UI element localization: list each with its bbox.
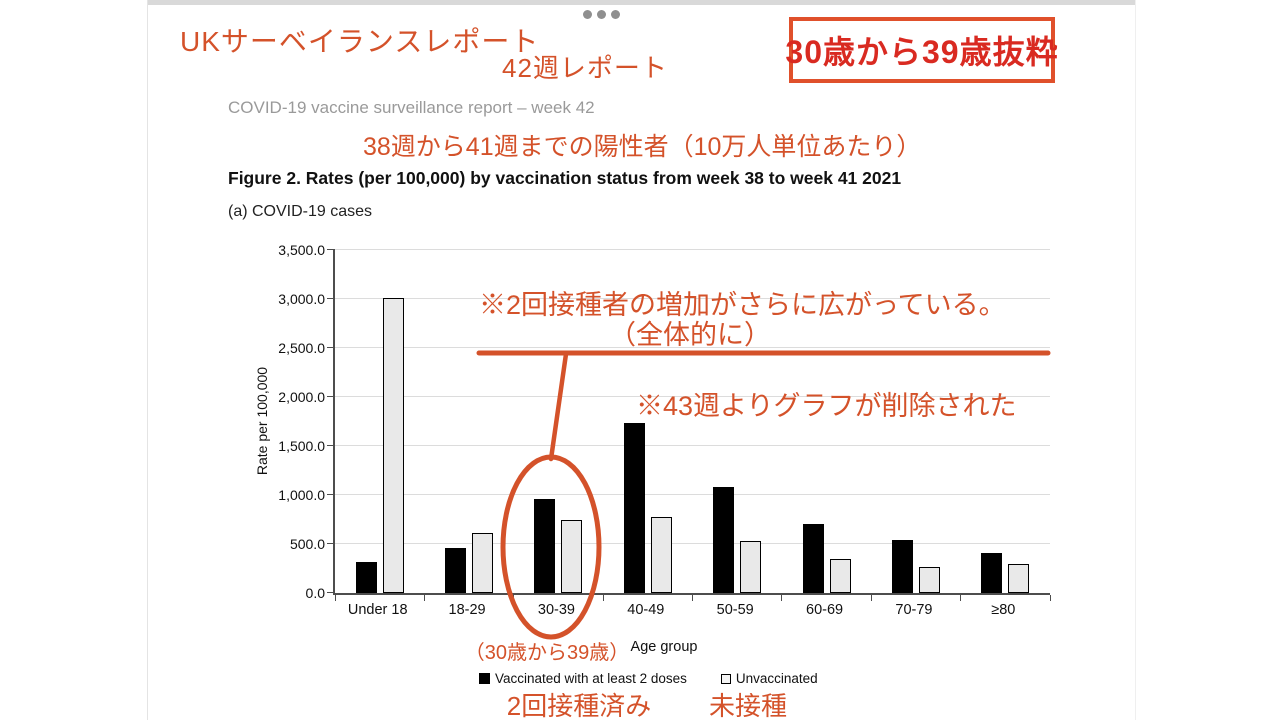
bar-40-49-unvaccinated (650, 517, 672, 593)
x-tick-label: 40-49 (627, 602, 665, 618)
oval-annotation-label: （30歳から39歳） (464, 642, 630, 664)
ellipsis-menu-icon[interactable] (583, 10, 620, 19)
y-tick-label: 0.0 (305, 585, 325, 601)
x-tick (602, 595, 604, 601)
x-tick-labels: Under 18 18-29 30-39 40-49 50-59 60-69 70-79 ≥8… (333, 602, 1048, 622)
y-tick (327, 592, 335, 593)
x-tick (692, 595, 693, 601)
age-range-highlight-text: 30歳から39歳抜粋 (785, 34, 1059, 70)
bar-70-79-vaccinated (891, 540, 913, 593)
gridline (335, 494, 1050, 495)
x-tick-label: ≥80 (991, 602, 1016, 618)
x-tick-label: 70-79 (895, 602, 933, 618)
annotation-note2: ※43週よりグラフが削除された (636, 391, 1017, 421)
dot-icon (611, 10, 620, 19)
bar-60-69-unvaccinated (829, 558, 851, 593)
slide-left-border (147, 0, 148, 720)
y-tick (327, 298, 335, 299)
page-title: UKサーベイランスレポート (180, 26, 540, 57)
y-tick (327, 249, 335, 250)
y-tick (327, 396, 335, 397)
figure-title: Figure 2. Rates (per 100,000) by vaccina… (228, 168, 902, 188)
gridline (335, 298, 1050, 299)
y-tick-label: 1,500.0 (278, 438, 325, 454)
legend-label-vaccinated: Vaccinated with at least 2 doses (495, 671, 687, 686)
y-tick (327, 543, 335, 544)
bar-30-39-unvaccinated (561, 519, 583, 593)
y-tick-label: 500.0 (289, 536, 325, 552)
panel-label: (a) COVID-19 cases (228, 203, 373, 220)
legend-item-unvaccinated: Unvaccinated (720, 671, 818, 686)
dot-icon (597, 10, 606, 19)
x-tick (781, 595, 783, 601)
y-tick-label: 3,500.0 (278, 242, 325, 258)
gridline (335, 396, 1050, 397)
bar-18-29-vaccinated (445, 548, 467, 593)
x-tick (1049, 595, 1051, 601)
gridline (335, 543, 1050, 544)
bar-18-29-unvaccinated (472, 532, 494, 593)
gridline (335, 445, 1050, 446)
slide-right-border (1135, 0, 1136, 720)
y-tick-label: 1,000.0 (278, 487, 325, 503)
report-subtitle: COVID-19 vaccine surveillance report – w… (228, 98, 595, 117)
y-tick-label: 2,000.0 (278, 389, 325, 405)
y-tick-label: 2,500.0 (278, 340, 325, 356)
bar-50-59-unvaccinated (740, 541, 762, 593)
bar-50-59-vaccinated (713, 487, 735, 593)
bar-30-39-vaccinated (534, 499, 556, 593)
annotation-note1-line1: ※2回接種者の増加がさらに広がっている。 (479, 290, 1006, 320)
dot-icon (583, 10, 592, 19)
x-tick (334, 595, 336, 601)
x-tick-label: 18-29 (448, 602, 486, 618)
x-tick-label: Under 18 (347, 602, 408, 618)
week-report-label: 42週レポート (502, 53, 668, 83)
legend-item-vaccinated: Vaccinated with at least 2 doses (479, 671, 687, 686)
chart-legend: Vaccinated with at least 2 doses Unvacci… (479, 671, 818, 686)
bar-70-79-unvaccinated (918, 566, 940, 593)
white-square-icon (720, 673, 731, 684)
bar-≥80-vaccinated (981, 552, 1003, 593)
age-range-highlight-box: 30歳から39歳抜粋 (785, 17, 1058, 83)
slide-top-border (147, 0, 1135, 5)
gridline (335, 347, 1050, 348)
bar-60-69-vaccinated (802, 524, 824, 593)
legend-jp-vaccinated: 2回接種済み (506, 691, 652, 720)
bar-≥80-unvaccinated (1008, 563, 1030, 593)
x-axis-label: Age group (630, 639, 698, 655)
legend-jp-unvaccinated: 未接種 (708, 691, 788, 720)
y-tick (327, 494, 335, 495)
y-tick (327, 445, 335, 446)
x-tick-label: 50-59 (716, 602, 754, 618)
black-square-icon (479, 673, 490, 684)
bar-Under 18-vaccinated (355, 561, 377, 593)
x-tick (513, 595, 515, 601)
bar-Under 18-unvaccinated (382, 298, 404, 593)
x-tick (423, 595, 425, 601)
x-tick (870, 595, 872, 601)
y-tick-label: 3,000.0 (278, 291, 325, 307)
x-tick (960, 595, 962, 601)
heading-jp: 38週から41週までの陽性者（10万人単位あたり） (363, 133, 922, 161)
legend-label-unvaccinated: Unvaccinated (735, 671, 818, 686)
y-tick-labels: 0.0 500.0 1,000.0 1,500.0 2,000.0 2,500.0 3,00… (245, 242, 325, 601)
x-tick-label: 30-39 (537, 602, 575, 618)
x-tick-label: 60-69 (806, 602, 844, 618)
y-tick (327, 347, 335, 348)
gridline (335, 249, 1050, 250)
bar-40-49-vaccinated (623, 423, 645, 593)
annotation-note1-line2: （全体的に） (609, 320, 771, 350)
